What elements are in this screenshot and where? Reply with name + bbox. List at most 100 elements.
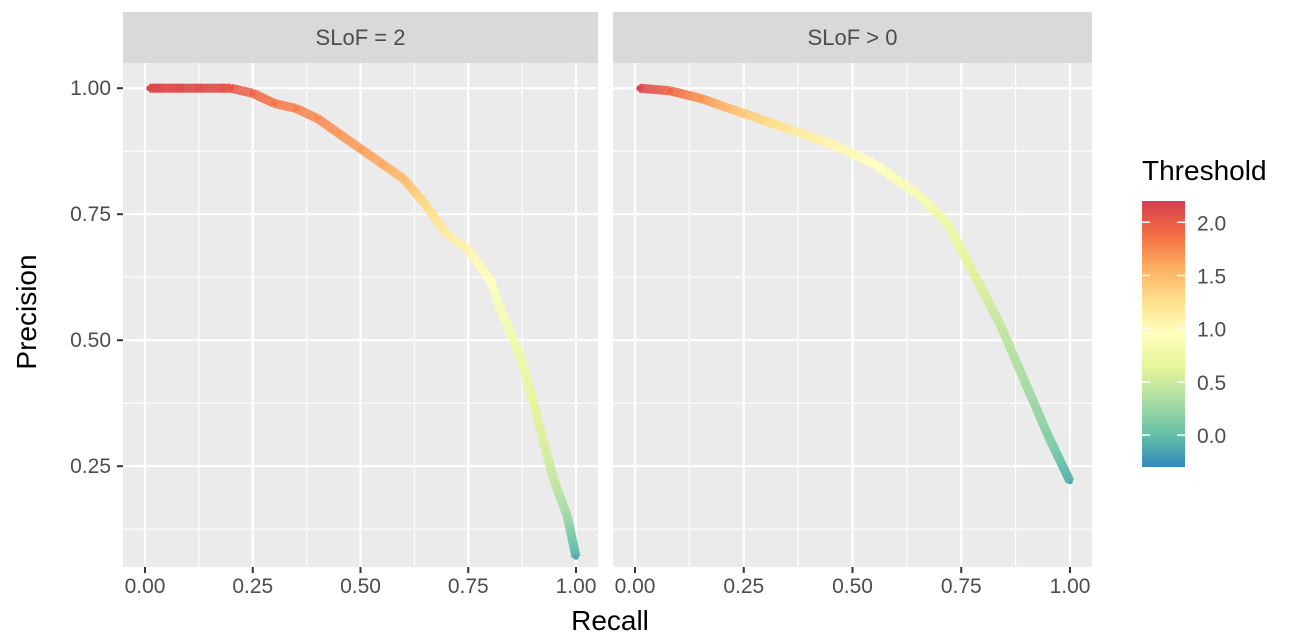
pr-point — [400, 175, 407, 182]
pr-point — [465, 246, 472, 253]
pr-curve-segment — [847, 148, 853, 157]
pr-curve-segment — [981, 294, 991, 300]
pr-curve-segment — [845, 147, 851, 156]
pr-curve-segment — [985, 301, 994, 307]
pr-curve-segment — [1000, 333, 1010, 339]
pr-curve-segment — [479, 267, 487, 274]
pr-curve-segment — [1063, 474, 1073, 480]
pr-curve-segment — [1006, 347, 1016, 353]
pr-curve-segment — [436, 221, 444, 228]
pr-curve-segment — [932, 208, 940, 217]
pr-point — [357, 145, 364, 152]
pr-curve-segment — [902, 181, 909, 190]
pr-curve-segment — [411, 189, 419, 196]
pr-curve-segment — [1040, 425, 1050, 431]
pr-curve-segment — [1011, 358, 1021, 364]
pr-curve-segment — [481, 270, 490, 277]
pr-curve-segment — [883, 168, 890, 177]
pr-curve-segment — [953, 241, 963, 247]
pr-curve-segment — [410, 188, 419, 196]
pr-curve-segment — [851, 150, 857, 159]
pr-curve-segment — [1019, 377, 1029, 383]
pr-point — [1023, 382, 1030, 389]
x-tick-label: 0.00 — [125, 575, 166, 598]
pr-curve-segment — [903, 182, 910, 191]
pr-curve-segment — [480, 268, 489, 275]
pr-curve-segment — [939, 215, 947, 223]
pr-curve-segment — [432, 217, 441, 224]
pr-curve-segment — [474, 261, 483, 268]
pr-curve-segment — [840, 145, 846, 154]
pr-curve-segment — [953, 239, 962, 246]
pr-point — [486, 276, 493, 283]
pr-curve-segment — [835, 142, 841, 152]
pr-curve-segment — [964, 261, 974, 267]
pr-point — [564, 513, 571, 520]
pr-curve-segment — [861, 154, 867, 164]
pr-curve-segment — [880, 166, 887, 175]
pr-curve-segment — [965, 263, 975, 270]
pr-curve-segment — [961, 254, 970, 261]
pr-point — [542, 448, 549, 455]
pr-curve-segment — [1048, 443, 1058, 449]
pr-curve-segment — [889, 172, 896, 181]
pr-curve-segment — [960, 253, 970, 260]
pr-point — [697, 95, 704, 102]
pr-curve-segment — [954, 242, 964, 248]
pr-curve-segment — [842, 146, 848, 155]
pr-curve-segment — [957, 247, 966, 253]
pr-curve-segment — [922, 198, 930, 206]
pr-point — [249, 90, 256, 97]
pr-curve-segment — [1002, 338, 1012, 344]
pr-curve-segment — [972, 277, 982, 284]
pr-curve-segment — [405, 181, 413, 189]
pr-curve-segment — [890, 172, 897, 182]
pr-point — [914, 191, 921, 198]
pr-curve-segment — [986, 304, 996, 310]
pr-curve-segment — [947, 228, 957, 234]
pr-curve-segment — [992, 315, 1002, 321]
pr-curve-segment — [998, 327, 1008, 333]
pr-curve-segment — [427, 209, 436, 216]
pr-curve-segment — [1026, 392, 1035, 398]
pr-curve-segment — [1009, 355, 1019, 361]
pr-curve-segment — [471, 255, 479, 262]
pr-curve-segment — [928, 204, 936, 212]
pr-curve-segment — [407, 184, 416, 192]
pr-curve-segment — [1058, 464, 1068, 470]
pr-curve — [636, 83, 1075, 485]
pr-curve-segment — [1040, 426, 1050, 432]
pr-curve-segment — [919, 195, 927, 203]
pr-curve-segment — [884, 169, 891, 178]
pr-curve-segment — [413, 191, 422, 199]
pr-curve-segment — [1013, 364, 1023, 370]
pr-curve-segment — [874, 162, 882, 171]
pr-curve-segment — [907, 185, 914, 194]
pr-point — [292, 105, 299, 112]
pr-curve-segment — [958, 249, 968, 256]
pr-curve-segment — [1020, 379, 1030, 385]
pr-curve-segment — [896, 177, 903, 186]
pr-curve-segment — [1032, 406, 1041, 412]
pr-curve-segment — [1050, 447, 1060, 453]
x-axis-title: Recall — [571, 605, 649, 636]
pr-curve-segment — [1058, 463, 1067, 469]
pr-curve-segment — [1047, 441, 1057, 447]
pr-curve-segment — [402, 179, 411, 186]
pr-curve-segment — [951, 236, 961, 242]
pr-curve-segment — [467, 250, 476, 257]
pr-curve-segment — [1059, 465, 1069, 471]
pr-curve-segment — [991, 312, 1000, 319]
pr-curve-segment — [1041, 429, 1051, 434]
pr-curve-segment — [940, 216, 948, 224]
pr-curve-segment — [478, 266, 487, 273]
pr-curve-segment — [426, 209, 435, 216]
pr-curve-segment — [1039, 424, 1049, 429]
pr-curve-segment — [946, 227, 956, 233]
pr-curve-segment — [428, 211, 437, 218]
legend-break-label: 0.5 — [1197, 372, 1226, 395]
pr-curve-segment — [466, 249, 475, 256]
pr-curve-segment — [832, 141, 837, 150]
pr-curve-segment — [934, 210, 942, 218]
pr-curve-segment — [860, 154, 866, 163]
